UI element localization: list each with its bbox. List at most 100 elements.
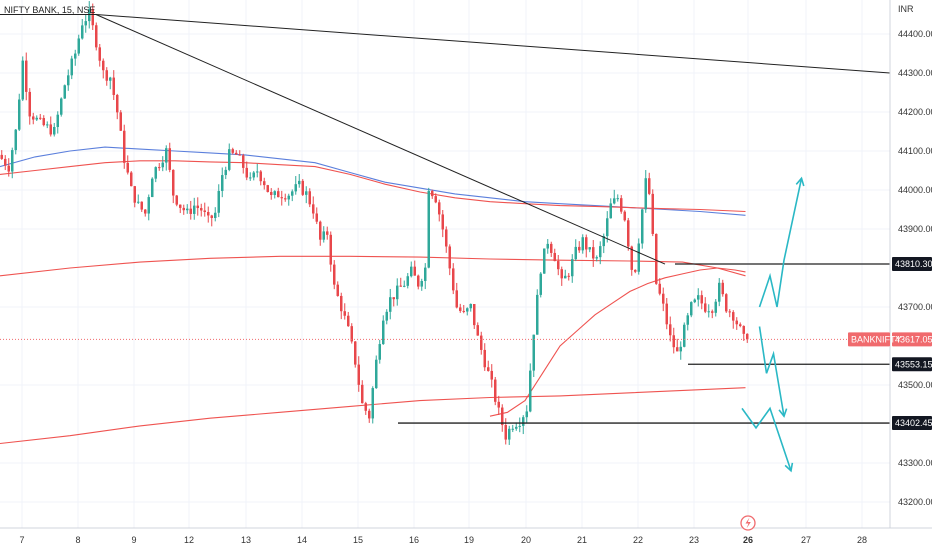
- y-tick-label: 43500.00: [898, 380, 932, 390]
- ma_red_steep-line: [489, 267, 746, 417]
- candle-body: [179, 204, 182, 208]
- candle-body: [165, 148, 168, 163]
- candle-body: [683, 324, 686, 347]
- candle-body: [679, 346, 682, 352]
- candle-body: [735, 320, 738, 325]
- symbol-badge-text: BANKNIFTY: [851, 334, 902, 344]
- y-tick-label: 44100.00: [898, 146, 932, 156]
- candle-body: [326, 231, 329, 235]
- candle-body: [686, 315, 689, 325]
- candle-body: [263, 181, 266, 186]
- candle-body: [333, 264, 336, 285]
- price-axis[interactable]: 44400.00 44300.00 44200.00 44100.00 44000.00…: [898, 29, 932, 507]
- candle-body: [532, 334, 535, 371]
- candle-body: [525, 411, 528, 418]
- y-tick-label: 43200.00: [898, 497, 932, 507]
- x-tick-label: 15: [353, 535, 363, 545]
- candle-body: [14, 129, 17, 151]
- candle-body: [21, 60, 24, 100]
- candle-body: [301, 180, 304, 195]
- candle-body: [613, 198, 616, 204]
- candle-body: [385, 311, 388, 321]
- moving-averages: [0, 146, 746, 445]
- candle-body: [567, 275, 570, 277]
- candle-body: [382, 320, 385, 345]
- candle-body: [665, 303, 668, 325]
- ma_red_middle-line: [0, 255, 746, 277]
- candle-body: [700, 295, 703, 304]
- candle-body: [669, 324, 672, 336]
- projection-arrow-2: [758, 326, 785, 417]
- candle-body: [599, 246, 602, 258]
- candle-body: [630, 246, 633, 270]
- candle-body: [704, 303, 707, 312]
- candle-body: [609, 203, 612, 219]
- candle-body: [546, 243, 549, 249]
- candle-body: [0, 154, 3, 159]
- y-tick-label: 43900.00: [898, 224, 932, 234]
- candle-body: [410, 266, 413, 277]
- candle-body: [420, 280, 423, 287]
- candle-body: [672, 335, 675, 348]
- candle-body: [476, 325, 479, 336]
- x-tick-label: 14: [297, 535, 307, 545]
- candle-body: [690, 302, 693, 316]
- candle-body: [228, 149, 231, 170]
- candle-body: [28, 91, 31, 117]
- candle-body: [312, 204, 315, 214]
- candle-body: [109, 77, 112, 81]
- candle-body: [707, 311, 710, 313]
- candle-body: [81, 25, 84, 39]
- candle-body: [350, 326, 353, 342]
- candle-body: [399, 285, 402, 287]
- candle-body: [4, 158, 7, 166]
- projection-arrows: [741, 176, 805, 473]
- candle-body: [581, 237, 584, 251]
- arrow-head: [795, 176, 805, 187]
- candle-body: [588, 247, 591, 250]
- candle-body: [102, 60, 105, 71]
- arrow-head: [778, 408, 788, 418]
- candle-body: [375, 359, 378, 389]
- candle-body: [354, 341, 357, 365]
- candle-body: [35, 117, 38, 120]
- x-tick-label: 13: [241, 535, 251, 545]
- candle-body: [466, 308, 469, 312]
- x-tick-label: 21: [577, 535, 587, 545]
- candle-body: [95, 25, 98, 48]
- candle-body: [340, 295, 343, 312]
- candle-body: [294, 184, 297, 192]
- candle-body: [322, 231, 325, 240]
- tradingview-logo-icon[interactable]: [740, 515, 756, 531]
- candle-body: [732, 312, 735, 321]
- candle-body: [403, 285, 406, 287]
- trendline: [95, 14, 666, 265]
- candle-body: [637, 243, 640, 272]
- candle-body: [336, 284, 339, 296]
- candle-body: [84, 21, 87, 26]
- x-tick-label: 23: [689, 535, 699, 545]
- candle-body: [161, 162, 164, 168]
- candle-body: [70, 58, 73, 76]
- candle-body: [490, 370, 493, 380]
- candle-body: [287, 195, 290, 200]
- candle-body: [315, 213, 318, 222]
- candle-body: [497, 401, 500, 408]
- candle-body: [543, 248, 546, 274]
- candle-body: [42, 118, 45, 126]
- candle-body: [158, 167, 161, 169]
- candle-body: [7, 165, 10, 172]
- candle-body: [364, 403, 367, 411]
- candle-body: [207, 211, 210, 216]
- candle-body: [469, 303, 472, 309]
- symbol-badge: [848, 332, 890, 347]
- candle-body: [91, 9, 94, 26]
- x-tick-label: 20: [521, 535, 531, 545]
- candle-body: [644, 178, 647, 210]
- candle-body: [483, 349, 486, 368]
- candle-body: [511, 428, 514, 430]
- ma_red_lower-line: [0, 387, 746, 445]
- candle-body: [277, 191, 280, 198]
- time-axis[interactable]: 7 8 9 12 13 14 15 16 19 20 21 22 23 26 27 28: [19, 535, 867, 545]
